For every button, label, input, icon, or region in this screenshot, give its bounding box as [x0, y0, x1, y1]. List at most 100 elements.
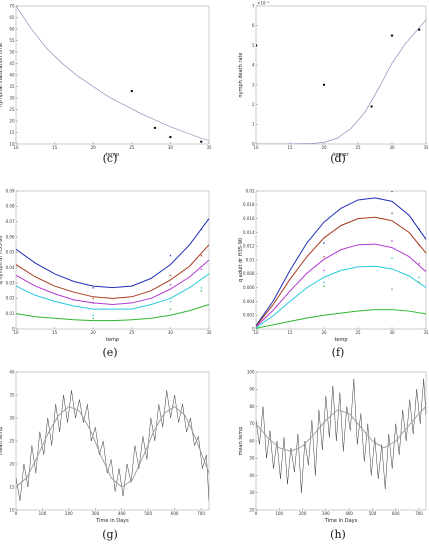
y-tick-label: 30 [9, 415, 15, 420]
x-tick-label: 20 [91, 145, 97, 150]
y-tick-label: 45 [9, 61, 15, 66]
series-line-2 [256, 243, 426, 328]
plot-area [256, 378, 426, 493]
panel-caption: (h) [330, 528, 346, 541]
data-point [322, 83, 326, 87]
x-axis-label: Time in Days [95, 518, 129, 524]
series-point-4 [418, 281, 421, 283]
observed-series [256, 378, 426, 493]
series-point-0 [418, 227, 421, 230]
x-tick-label: 300 [91, 511, 99, 516]
y-axis-label: q adult dr H35-90 [238, 238, 244, 282]
y-tick-label: 20 [9, 461, 15, 466]
y-tick-label: 65 [9, 15, 15, 20]
series-point-4 [169, 308, 172, 310]
smoothed-series [16, 405, 209, 488]
y-tick-label: 0.002 [243, 313, 255, 318]
series-point-3 [92, 314, 95, 316]
y-tick-label: 0 [252, 326, 255, 331]
y-tick-label: 40 [9, 72, 15, 77]
series-line-1 [256, 216, 426, 327]
x-tick-label: 30 [389, 330, 395, 335]
x-tick-label: 600 [171, 511, 179, 516]
y-tick-label: 1 [252, 122, 255, 127]
panel-caption: (c) [103, 152, 118, 165]
series-point-3 [200, 286, 203, 289]
y-tick-label: 25 [9, 107, 15, 112]
series-point-1 [418, 243, 421, 246]
x-axis-label: temp [334, 337, 347, 343]
panel-caption: (e) [102, 346, 117, 359]
x-tick-label: 100 [39, 511, 47, 516]
y-tick-label: 90 [249, 387, 255, 392]
x-tick-label: 600 [392, 511, 400, 516]
panel-caption: (g) [102, 528, 118, 541]
x-axis-label: temp [106, 152, 119, 158]
series-point-3 [418, 276, 421, 279]
series-point-1 [391, 212, 393, 214]
y-tick-label: 20 [9, 118, 15, 123]
y-tick-label: 20 [249, 507, 255, 512]
series-point-4 [391, 287, 393, 290]
y-axis-label: mean temp [238, 427, 244, 456]
y-tick-label: 0.004 [243, 299, 255, 304]
y-tick-label: 0.016 [243, 216, 255, 221]
x-tick-label: 10 [253, 145, 259, 150]
y-axis-label: mean temp [0, 427, 4, 456]
series-line-1 [16, 244, 209, 299]
y-tick-label: 0.02 [6, 296, 15, 301]
y-tick-label: 0.01 [246, 257, 255, 262]
series-point-0 [92, 286, 95, 289]
x-tick-label: 30 [389, 145, 395, 150]
y-tick-label: 50 [9, 49, 15, 54]
series-point-2 [323, 269, 325, 272]
x-tick-label: 10 [13, 145, 19, 150]
x-tick-label: 30 [168, 145, 174, 150]
x-tick-label: 300 [322, 511, 330, 516]
x-tick-label: 35 [423, 145, 429, 150]
y-tick-label: 0.006 [243, 285, 255, 290]
y-tick-label: 80 [249, 404, 255, 409]
data-point [418, 28, 421, 31]
data-point [390, 34, 394, 37]
y-tick-label: 5 [252, 43, 255, 48]
x-tick-label: 700 [415, 511, 423, 516]
plot-frame [15, 190, 210, 330]
y-tick-label: 4 [252, 63, 255, 68]
x-tick-label: 15 [287, 145, 293, 150]
smoothed-series [256, 406, 426, 452]
x-tick-label: 0 [15, 511, 18, 516]
x-axis-label: Time in Days [324, 518, 358, 524]
x-tick-label: 25 [355, 145, 361, 150]
plot-frame [15, 5, 210, 145]
y-tick-label: 70 [9, 3, 15, 8]
x-tick-label: 200 [299, 511, 307, 516]
y-tick-label: 55 [9, 38, 15, 43]
x-tick-label: 400 [118, 511, 126, 516]
y-axis-label: nymphal maturation time [0, 43, 4, 107]
series-point-2 [391, 239, 393, 242]
y-tick-label: 35 [9, 84, 15, 89]
series-point-3 [323, 281, 325, 283]
x-tick-label: 100 [275, 511, 283, 516]
series-line-3 [16, 273, 209, 310]
x-tick-label: 15 [52, 145, 58, 150]
data-point [153, 126, 157, 130]
y-tick-label: 10 [9, 507, 15, 512]
series-point-1 [169, 274, 172, 277]
series-point-2 [92, 301, 95, 304]
x-tick-label: 20 [91, 330, 97, 335]
y-tick-label: 0.09 [6, 188, 15, 193]
data-point [130, 89, 133, 93]
y-tick-label: 25 [9, 438, 15, 443]
y-tick-label: 15 [9, 130, 15, 135]
plot-area [256, 191, 426, 329]
panel-d: 10 15 20 25 30 35 0 1 2 3 4 5 6 7 tempr nymph death rat… [238, 1, 429, 166]
x-tick-label: 25 [129, 330, 135, 335]
y-tick-label: 35 [9, 392, 15, 397]
x-tick-label: 10 [13, 330, 19, 335]
series-point-3 [391, 256, 393, 259]
y-tick-label: 0.018 [243, 202, 255, 207]
series-point-4 [323, 285, 325, 288]
x-tick-label: 500 [369, 511, 377, 516]
